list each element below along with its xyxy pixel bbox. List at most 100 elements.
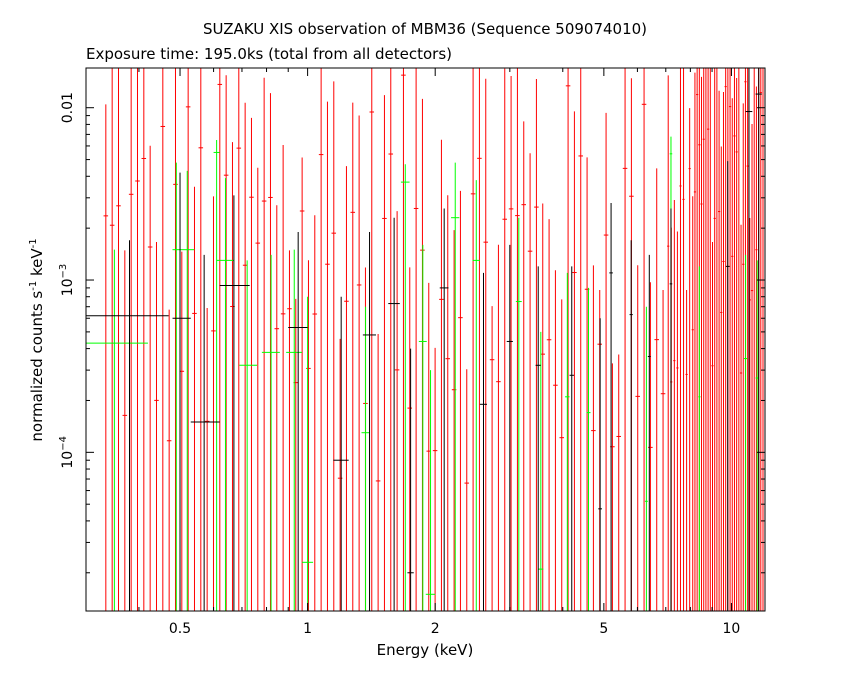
data-point: [635, 265, 640, 611]
data-point: [242, 102, 248, 611]
data-point: [696, 68, 699, 611]
data-point: [344, 166, 349, 611]
data-point: [219, 195, 250, 611]
data-point: [361, 306, 370, 611]
data-point: [479, 272, 487, 611]
data-point: [216, 178, 234, 611]
data-point: [109, 68, 115, 611]
data-point: [569, 266, 574, 611]
data-point: [141, 68, 147, 611]
series-layer: [86, 67, 765, 611]
data-point: [192, 186, 197, 611]
data-point: [407, 267, 413, 611]
data-point: [535, 266, 541, 611]
data-point: [172, 172, 191, 611]
data-point: [198, 68, 204, 611]
data-point: [715, 67, 718, 611]
data-point: [742, 103, 745, 611]
data-point: [654, 168, 659, 611]
data-point: [559, 299, 565, 611]
data-point: [598, 318, 603, 611]
axis-layer: 0.5 1 2 5 10 0.01 10−3 10−4: [58, 68, 765, 637]
data-point: [413, 68, 419, 611]
data-point: [647, 254, 651, 611]
data-point: [713, 68, 716, 611]
data-point: [464, 369, 470, 611]
data-point: [711, 242, 714, 611]
data-point: [302, 296, 314, 611]
data-point: [527, 153, 533, 611]
data-point: [388, 68, 394, 611]
data-point: [609, 202, 613, 611]
data-point: [702, 68, 705, 611]
data-point: [312, 215, 318, 611]
data-point: [521, 121, 527, 611]
data-point: [147, 145, 153, 611]
data-point: [553, 270, 558, 611]
data-point: [337, 338, 343, 611]
x-tick-label: 0.5: [169, 621, 191, 637]
data-point: [166, 309, 172, 611]
data-point: [753, 67, 756, 611]
data-point: [750, 123, 754, 611]
data-point: [725, 161, 730, 611]
data-point: [565, 68, 571, 611]
data-point: [698, 266, 701, 611]
data-point: [565, 272, 570, 611]
y-tick-label: 10−3: [58, 264, 76, 297]
chart-subtitle: Exposure time: 195.0ks (total from all d…: [86, 45, 453, 63]
data-point: [86, 249, 148, 611]
data-point: [288, 231, 308, 611]
data-point: [350, 102, 356, 611]
data-point: [439, 208, 449, 611]
data-point: [382, 95, 387, 611]
data-point: [122, 250, 128, 611]
data-point: [116, 68, 121, 611]
data-point: [508, 76, 514, 611]
data-point: [660, 290, 666, 611]
data-point: [477, 68, 482, 611]
data-point: [180, 170, 195, 611]
data-point: [755, 68, 762, 611]
data-point: [682, 68, 685, 611]
data-point: [190, 254, 220, 611]
data-point: [356, 115, 362, 611]
data-point: [261, 77, 267, 611]
data-point: [755, 86, 758, 611]
data-point: [362, 231, 377, 611]
data-point: [622, 68, 628, 611]
data-point: [644, 306, 648, 611]
data-point: [388, 217, 400, 611]
data-point: [331, 81, 337, 611]
data-point: [236, 68, 242, 611]
data-point: [616, 354, 621, 611]
data-point: [401, 68, 406, 611]
data-point: [154, 242, 159, 611]
data-point: [667, 75, 670, 611]
data-point: [204, 308, 210, 611]
series-2: [103, 67, 765, 611]
data-point: [759, 68, 762, 611]
data-point: [407, 348, 414, 611]
data-point: [394, 211, 400, 611]
data-point: [739, 224, 743, 611]
data-point: [425, 370, 436, 611]
data-point: [128, 68, 134, 611]
data-point: [586, 287, 591, 611]
data-point: [676, 231, 679, 611]
data-point: [578, 68, 584, 611]
data-point: [745, 68, 753, 611]
data-point: [261, 254, 280, 611]
data-point: [160, 68, 166, 611]
data-point: [735, 78, 738, 611]
data-point: [286, 249, 303, 611]
data-point: [641, 68, 647, 611]
data-point: [103, 104, 109, 611]
data-point: [728, 68, 732, 611]
data-point: [318, 68, 324, 611]
data-point: [255, 167, 261, 611]
data-point: [648, 282, 653, 611]
data-point: [223, 75, 229, 611]
series-0: [86, 68, 762, 611]
